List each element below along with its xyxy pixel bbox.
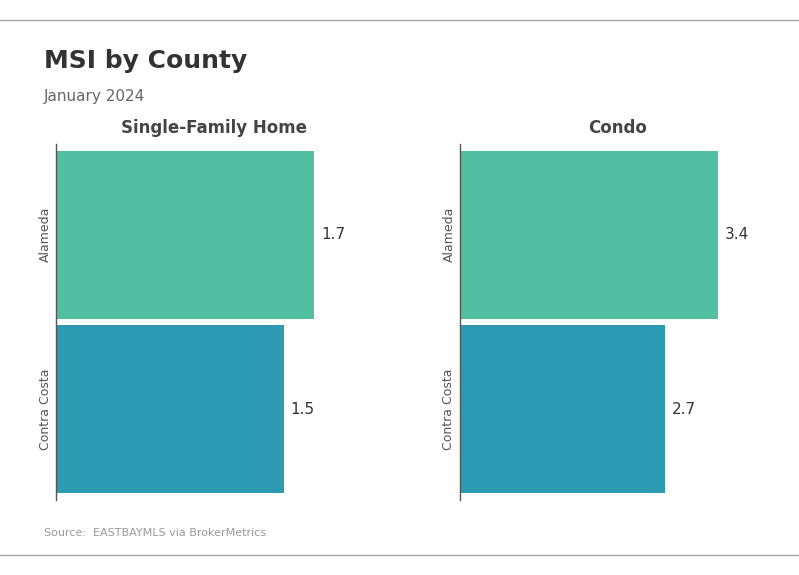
Bar [459,151,718,319]
Text: 2.7: 2.7 [671,402,695,417]
Text: January 2024: January 2024 [44,89,145,104]
Bar [56,325,284,493]
Bar [56,151,315,319]
Text: 3.4: 3.4 [725,227,749,242]
Text: 1.7: 1.7 [321,227,345,242]
Bar [459,325,665,493]
Title: Single-Family Home: Single-Family Home [121,118,307,137]
Text: 1.5: 1.5 [291,402,315,417]
Text: MSI by County: MSI by County [44,49,247,73]
Title: Condo: Condo [588,118,646,137]
Text: Source:  EASTBAYMLS via BrokerMetrics: Source: EASTBAYMLS via BrokerMetrics [44,528,266,538]
